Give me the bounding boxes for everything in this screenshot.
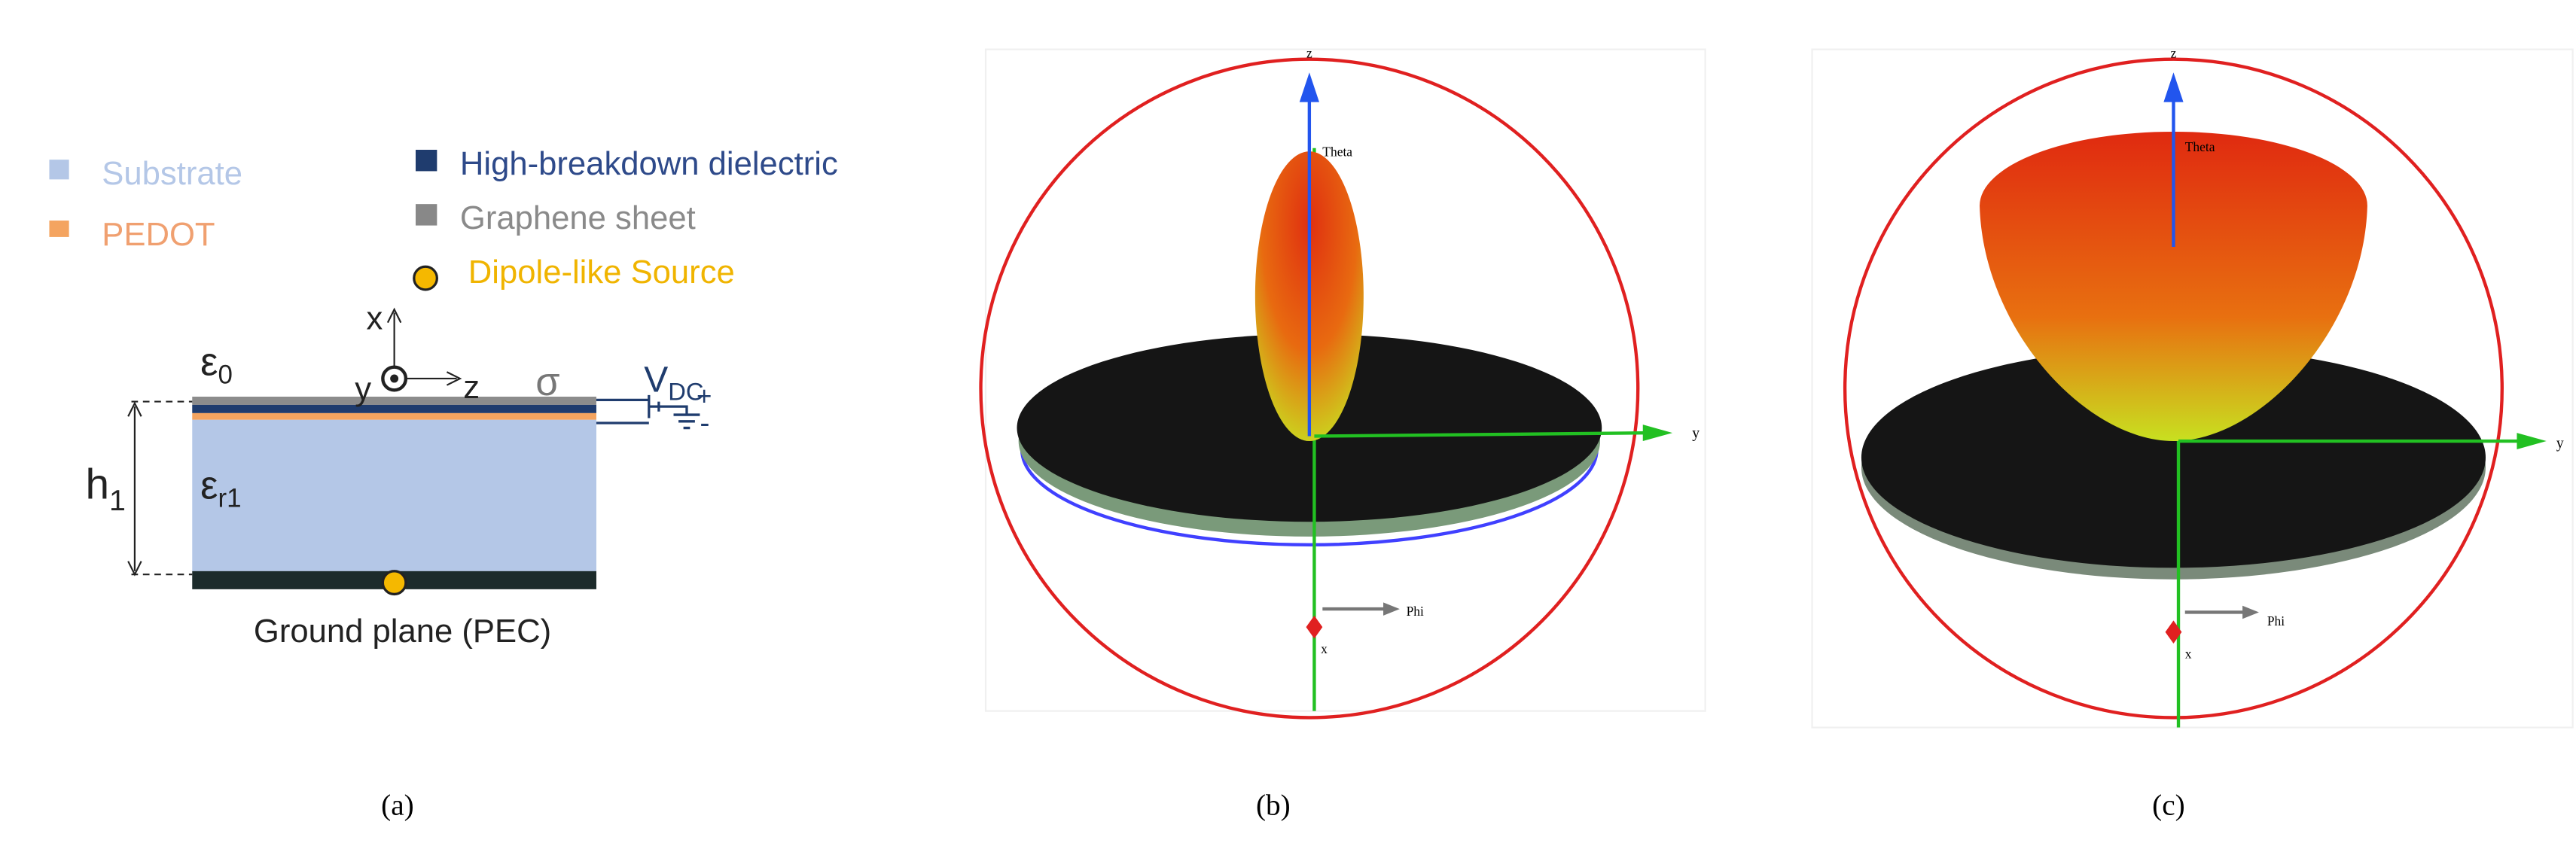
axis-label: x xyxy=(2185,647,2192,662)
voltage-label: VDC xyxy=(644,360,703,405)
polarity: + xyxy=(697,382,712,411)
arrowhead xyxy=(1299,72,1319,102)
pattern-c: z Theta y Phi x xyxy=(1811,46,2574,729)
symbol: ε xyxy=(200,464,218,508)
ground-label: Ground plane (PEC) xyxy=(254,613,551,650)
axis-label: y xyxy=(1692,425,1700,442)
radiation-lobe xyxy=(1980,131,2367,442)
subscript: 1 xyxy=(109,484,126,517)
height-label: h1 xyxy=(85,461,125,517)
permittivity-label: εr1 xyxy=(200,464,241,513)
arrowheads xyxy=(127,401,142,577)
subscript: DC xyxy=(668,377,703,405)
reference-sphere xyxy=(979,57,1640,720)
polarity: - xyxy=(700,406,709,440)
graphene-layer xyxy=(192,397,596,405)
arrowhead xyxy=(2242,605,2259,619)
arrowhead xyxy=(446,371,462,386)
ground-disk xyxy=(1861,347,2486,568)
legend-label: Substrate xyxy=(102,155,242,192)
arrowhead xyxy=(2163,72,2184,102)
axis-label: Phi xyxy=(2267,613,2285,628)
pedot-layer xyxy=(192,412,596,420)
symbol: ε xyxy=(200,341,218,385)
arrowhead xyxy=(2517,433,2547,449)
axis-label: x xyxy=(1321,641,1328,656)
caption: (b) xyxy=(1256,788,1291,821)
dielectric-layer xyxy=(192,404,596,413)
legend-swatch xyxy=(415,149,437,172)
permittivity-label: ε0 xyxy=(200,341,233,390)
axis-dot xyxy=(390,374,399,383)
y-axis xyxy=(1314,431,1651,438)
axis-label: y xyxy=(2556,435,2564,452)
legend-label: Dipole-like Source xyxy=(468,254,735,291)
symbol: h xyxy=(85,461,109,509)
axis-label: Theta xyxy=(1322,145,1352,160)
axis-label: z xyxy=(2171,46,2177,61)
axis-label: Theta xyxy=(2185,139,2215,154)
axis-label: z xyxy=(1306,46,1312,61)
caption: (a) xyxy=(381,788,414,821)
legend-swatch xyxy=(415,204,437,226)
axis-label: y xyxy=(355,370,371,407)
substrate xyxy=(192,419,596,571)
pattern-b: z Theta y Phi x xyxy=(979,46,1706,720)
legend-label: High-breakdown dielectric xyxy=(460,145,838,182)
x-marker xyxy=(2165,620,2182,644)
arrowhead xyxy=(1642,425,1673,442)
axis-label: z xyxy=(463,369,480,406)
caption: (c) xyxy=(2152,788,2185,821)
symbol: V xyxy=(644,360,668,400)
dipole-source xyxy=(381,570,407,596)
legend-swatch xyxy=(49,221,69,237)
conductivity-symbol: σ xyxy=(535,361,559,404)
subscript: r1 xyxy=(218,483,242,513)
axis-label: x xyxy=(367,300,383,336)
schematic: x y z σ ε0 h1 εr1 VDC + - Ground plane (… xyxy=(85,300,712,650)
arrowhead xyxy=(1383,602,1400,616)
legend-swatch xyxy=(49,160,69,180)
dc-source-wires xyxy=(596,394,700,430)
legend-swatch xyxy=(413,265,438,291)
legend-label: Graphene sheet xyxy=(460,199,696,236)
arrowhead xyxy=(386,307,402,324)
subscript: 0 xyxy=(218,360,233,389)
axis-label: Phi xyxy=(1407,604,1424,619)
legend-label: PEDOT xyxy=(102,216,215,253)
reference-sphere xyxy=(1843,57,2504,720)
